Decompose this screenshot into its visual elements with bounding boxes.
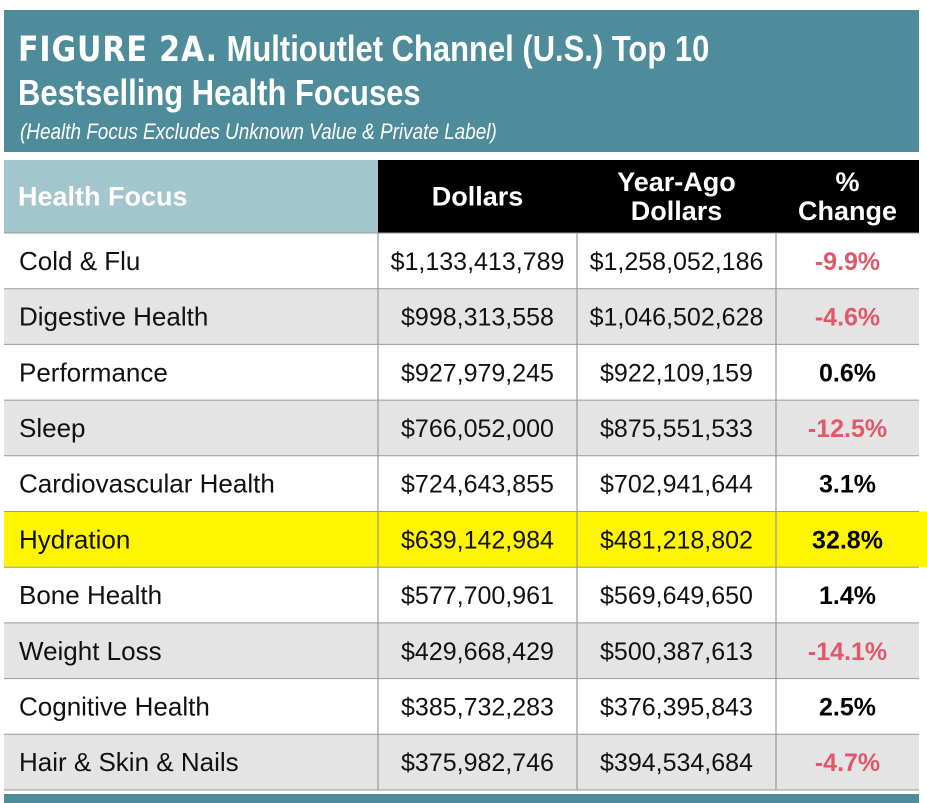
- table-row-bg: [4, 734, 919, 790]
- table-row-bg: [4, 288, 919, 345]
- row-percent-change: -9.9%: [815, 248, 880, 276]
- row-dollars: $766,052,000: [401, 415, 554, 443]
- header-cell-bg: [776, 160, 919, 233]
- row-health-focus: Performance: [19, 357, 168, 387]
- figure-title-line-1: Multioutlet Channel (U.S.) Top 10: [226, 28, 710, 69]
- row-health-focus: Weight Loss: [19, 636, 162, 666]
- column-header-label: Year-Ago: [617, 167, 736, 197]
- row-percent-change: -4.7%: [815, 749, 880, 777]
- row-year-ago-dollars: $569,649,650: [600, 582, 753, 610]
- header-cell-bg: [577, 160, 776, 233]
- row-year-ago-dollars: $481,218,802: [600, 526, 753, 554]
- row-year-ago-dollars: $1,046,502,628: [590, 304, 764, 332]
- figure-title-line-2: Bestselling Health Focuses: [18, 72, 421, 113]
- row-year-ago-dollars: $702,941,644: [600, 471, 753, 499]
- column-header-label: Change: [798, 196, 897, 226]
- row-dollars: $639,142,984: [401, 526, 554, 554]
- table-row-bg: [4, 344, 919, 401]
- row-dollars: $385,732,283: [401, 693, 554, 721]
- table-row-bg: [4, 455, 919, 512]
- header-cell-bg: [4, 160, 378, 233]
- column-header-label: Health Focus: [18, 182, 188, 212]
- column-header-label: Dollars: [631, 196, 723, 226]
- table-row-bg: [4, 622, 919, 679]
- table-row-bg: [4, 400, 919, 456]
- row-health-focus: Bone Health: [19, 580, 162, 610]
- row-percent-change: -4.6%: [815, 304, 880, 332]
- row-health-focus: Hydration: [19, 524, 130, 554]
- column-header-label: %: [835, 167, 859, 197]
- row-percent-change: 32.8%: [812, 526, 883, 554]
- row-dollars: $375,982,746: [401, 749, 554, 777]
- row-percent-change: 0.6%: [819, 359, 876, 387]
- row-dollars: $927,979,245: [401, 359, 554, 387]
- row-dollars: $998,313,558: [401, 304, 554, 332]
- table-row-bg: [4, 678, 919, 735]
- row-dollars: $724,643,855: [401, 471, 554, 499]
- row-year-ago-dollars: $394,534,684: [600, 749, 753, 777]
- figure-subtitle: (Health Focus Excludes Unknown Value & P…: [20, 119, 497, 144]
- title-line-1: FIGURE 2A. Multioutlet Channel (U.S.) To…: [18, 28, 709, 70]
- table-row-bg: [4, 233, 919, 289]
- column-header-label: Dollars: [432, 182, 524, 212]
- row-health-focus: Cardiovascular Health: [19, 469, 275, 499]
- row-year-ago-dollars: $875,551,533: [600, 415, 753, 443]
- row-dollars: $1,133,413,789: [391, 248, 565, 276]
- row-year-ago-dollars: $1,258,052,186: [590, 248, 764, 276]
- row-health-focus: Sleep: [19, 413, 86, 443]
- row-health-focus: Digestive Health: [19, 302, 208, 332]
- row-health-focus: Cold & Flu: [19, 246, 140, 276]
- header-cell-bg: [378, 160, 577, 233]
- table-row-bg: [4, 567, 919, 623]
- row-percent-change: -14.1%: [808, 638, 887, 666]
- row-health-focus: Hair & Skin & Nails: [19, 747, 239, 777]
- row-percent-change: 1.4%: [819, 582, 876, 610]
- row-dollars: $429,668,429: [401, 638, 554, 666]
- table-row-bg: [4, 511, 927, 568]
- title-bar: FIGURE 2A. Multioutlet Channel (U.S.) To…: [4, 10, 919, 152]
- row-health-focus: Cognitive Health: [19, 691, 210, 721]
- row-percent-change: 2.5%: [819, 693, 876, 721]
- row-year-ago-dollars: $376,395,843: [600, 693, 753, 721]
- row-year-ago-dollars: $922,109,159: [600, 359, 753, 387]
- figure-label: FIGURE 2A.: [18, 30, 218, 70]
- row-year-ago-dollars: $500,387,613: [600, 638, 753, 666]
- row-percent-change: 3.1%: [819, 471, 876, 499]
- row-percent-change: -12.5%: [808, 415, 887, 443]
- bottom-bar: [4, 794, 919, 803]
- row-dollars: $577,700,961: [401, 582, 554, 610]
